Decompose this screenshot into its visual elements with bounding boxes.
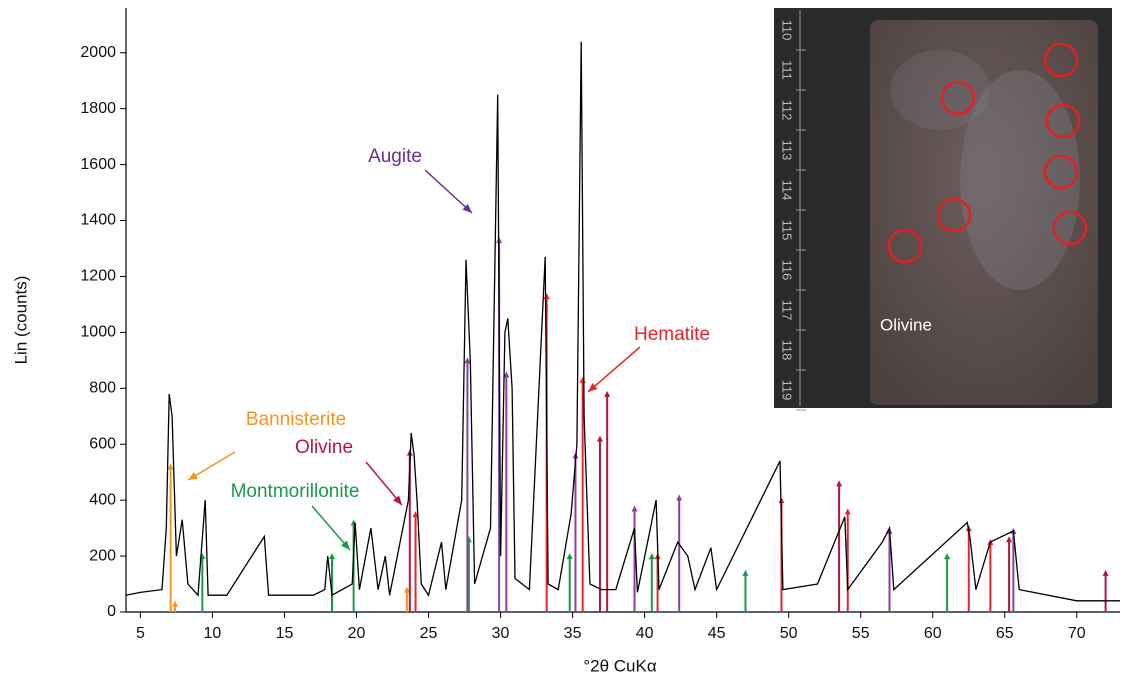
annotation-arrowhead bbox=[588, 383, 598, 392]
x-tick-label: 20 bbox=[348, 625, 366, 642]
y-tick-label: 800 bbox=[89, 380, 116, 397]
x-tick-label: 60 bbox=[924, 625, 942, 642]
y-tick-label: 600 bbox=[89, 435, 116, 452]
olivine-circle bbox=[1043, 42, 1079, 78]
phase-stick-cap bbox=[503, 371, 510, 378]
ruler-label: 112 bbox=[780, 100, 795, 121]
phase-stick-cap bbox=[412, 511, 419, 518]
x-tick-label: 30 bbox=[492, 625, 510, 642]
ruler-label: 118 bbox=[780, 340, 795, 361]
inset-photo: Olivine 110 111 112 113 114 115 116 117 118 119 bbox=[774, 8, 1112, 411]
ruler-label: 114 bbox=[780, 180, 795, 201]
x-tick-label: 10 bbox=[204, 625, 222, 642]
ruler-label: 111 bbox=[780, 60, 795, 80]
y-tick-label: 1200 bbox=[80, 268, 116, 285]
annotation: Olivine bbox=[295, 437, 353, 458]
y-tick-label: 1600 bbox=[80, 156, 116, 173]
y-axis-label: Lin (counts) bbox=[11, 276, 30, 365]
annotation: Hematite bbox=[634, 324, 710, 345]
y-tick-label: 200 bbox=[89, 547, 116, 564]
x-tick-label: 55 bbox=[852, 625, 870, 642]
phase-stick-cap bbox=[329, 553, 336, 560]
annotation-arrow bbox=[365, 461, 403, 506]
annotation-arrow bbox=[587, 346, 641, 393]
x-axis-label: °2θ CuKα bbox=[583, 656, 657, 675]
diffraction-line bbox=[125, 41, 1120, 602]
annotation-arrow bbox=[311, 505, 351, 551]
x-tick-label: 25 bbox=[420, 625, 438, 642]
x-tick-label: 40 bbox=[636, 625, 654, 642]
y-tick-label: 1400 bbox=[80, 212, 116, 229]
phase-stick-cap bbox=[1006, 536, 1013, 543]
x-tick-label: 15 bbox=[276, 625, 294, 642]
inset-label: Olivine bbox=[880, 315, 932, 334]
phase-stick-cap bbox=[742, 569, 749, 576]
phase-stick-cap bbox=[403, 586, 410, 593]
ruler-label: 119 bbox=[780, 380, 795, 401]
ruler-label: 116 bbox=[780, 260, 795, 281]
phase-stick-cap bbox=[648, 553, 655, 560]
phase-stick-cap bbox=[566, 553, 573, 560]
phase-stick-cap bbox=[836, 480, 843, 487]
x-tick-label: 5 bbox=[136, 625, 145, 642]
phase-stick-cap bbox=[844, 508, 851, 515]
annotation-arrowhead bbox=[188, 471, 198, 480]
olivine-circle bbox=[936, 197, 972, 233]
rock-texture bbox=[890, 50, 990, 130]
annotation-arrowhead bbox=[341, 540, 350, 550]
x-tick-label: 70 bbox=[1068, 625, 1086, 642]
olivine-circle bbox=[1052, 210, 1088, 246]
annotation: Montmorillonite bbox=[231, 481, 360, 502]
annotation-arrowhead bbox=[393, 495, 402, 505]
olivine-circle bbox=[1045, 103, 1081, 139]
y-tick-label: 400 bbox=[89, 491, 116, 508]
y-tick-label: 1800 bbox=[80, 100, 116, 117]
x-tick-label: 45 bbox=[708, 625, 726, 642]
phase-stick-cap bbox=[631, 505, 638, 512]
phase-stick-cap bbox=[596, 435, 603, 442]
ruler-label: 117 bbox=[780, 300, 795, 321]
ruler-label: 115 bbox=[780, 220, 795, 241]
phase-stick-cap bbox=[579, 376, 586, 383]
phase-stick-cap bbox=[1102, 569, 1109, 576]
x-tick-label: 50 bbox=[780, 625, 798, 642]
phase-stick-cap bbox=[171, 600, 178, 607]
annotation-arrow bbox=[424, 169, 473, 214]
phase-stick-cap bbox=[464, 357, 471, 364]
plot-area: 0 200 400 600 800 1000 1200 1400 1600 1800 2000 5 10… bbox=[80, 8, 1120, 642]
y-tick-label: 1000 bbox=[80, 324, 116, 341]
phase-stick-cap bbox=[676, 494, 683, 501]
x-tick-label: 65 bbox=[996, 625, 1014, 642]
phase-stick-cap bbox=[543, 293, 550, 300]
phase-stick-cap bbox=[944, 553, 951, 560]
y-tick-label: 0 bbox=[107, 603, 116, 620]
ruler-label: 113 bbox=[780, 140, 795, 161]
rock-texture bbox=[960, 70, 1080, 290]
olivine-circle bbox=[1043, 154, 1079, 190]
annotation-arrowhead bbox=[462, 203, 472, 213]
annotation: Bannisterite bbox=[246, 409, 346, 430]
annotation: Augite bbox=[368, 146, 422, 167]
olivine-circle bbox=[940, 80, 976, 116]
phase-stick-cap bbox=[167, 463, 174, 470]
y-tick-label: 2000 bbox=[80, 44, 116, 61]
x-tick-label: 35 bbox=[564, 625, 582, 642]
phase-stick-cap bbox=[604, 390, 611, 397]
olivine-circle bbox=[887, 228, 923, 264]
ruler-label: 110 bbox=[780, 20, 795, 41]
rock-sample bbox=[870, 20, 1098, 405]
